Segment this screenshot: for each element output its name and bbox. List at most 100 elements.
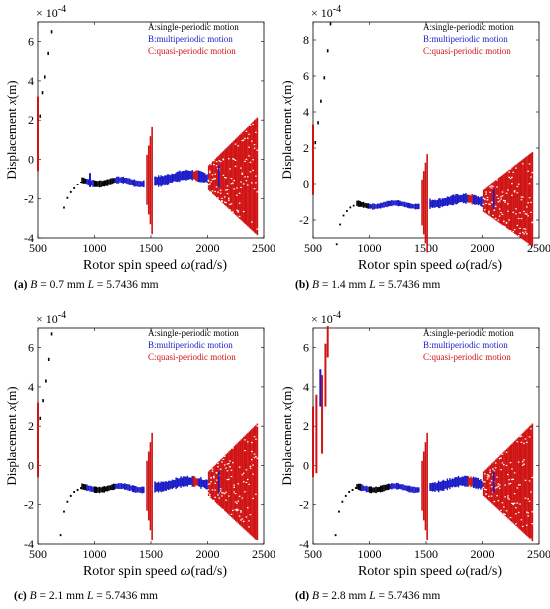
data-gap (214, 496, 217, 498)
data-gap (511, 468, 514, 470)
data-gap (256, 457, 259, 459)
data-gap (225, 499, 228, 501)
data-gap (210, 477, 213, 479)
data-gap (248, 483, 251, 485)
data-gap (214, 482, 217, 484)
data-gap (517, 484, 520, 486)
data-gap (528, 163, 531, 165)
x-tick-label: 1500 (414, 241, 438, 255)
data-gap (502, 506, 505, 508)
data-gap (505, 192, 508, 194)
data-gap (521, 525, 524, 528)
data-gap (497, 201, 500, 203)
data-gap (490, 486, 493, 488)
data-gap (252, 169, 255, 172)
y-tick-label: -4 (299, 537, 309, 551)
data-gap (511, 478, 514, 481)
data-gap (234, 493, 237, 495)
data-gap (221, 197, 224, 200)
data-point (47, 51, 49, 56)
data-point (317, 121, 319, 125)
data-gap (230, 513, 233, 515)
data-gap (515, 208, 518, 210)
x-tick-label: 1000 (358, 547, 382, 561)
legend-item-c: C:quasi-periodic motion (423, 46, 511, 56)
y-tick-label: 2 (303, 141, 309, 155)
legend-item-b: B:multiperiodic motion (148, 34, 233, 44)
data-gap (512, 502, 515, 505)
data-gap (249, 161, 252, 163)
y-axis-label: Displacement x(m) (279, 386, 294, 485)
data-gap (255, 438, 258, 440)
data-gap (517, 511, 520, 514)
x-axis-label: Rotor spin speed ω(rad/s) (358, 258, 502, 273)
data-gap (236, 510, 239, 512)
data-gap (498, 487, 501, 489)
data-gap (217, 197, 220, 199)
data-gap (223, 196, 226, 198)
legend-item-b: B:multiperiodic motion (148, 340, 233, 350)
x-tick-label: 2000 (196, 241, 220, 255)
data-gap (513, 228, 516, 231)
data-gap (249, 171, 252, 173)
data-gap (253, 456, 256, 459)
y-axis-label: Displacement x(m) (4, 80, 19, 179)
data-gap (504, 200, 507, 202)
data-gap (227, 197, 230, 199)
y-tick-label: -2 (24, 498, 34, 512)
data-gap (509, 230, 512, 232)
data-gap (219, 490, 222, 492)
x-tick-label: 500 (29, 241, 47, 255)
data-gap (530, 538, 533, 540)
data-gap (245, 469, 248, 471)
x-tick-label: 2500 (527, 547, 550, 561)
data-gap (512, 503, 515, 506)
data-point (50, 30, 53, 34)
data-gap (488, 476, 491, 478)
data-gap (509, 461, 512, 464)
data-gap (223, 455, 226, 457)
data-gap (490, 201, 493, 203)
data-point (50, 332, 53, 336)
data-gap (483, 473, 486, 475)
data-gap (507, 210, 510, 212)
data-gap (520, 217, 523, 220)
data-gap (509, 516, 512, 519)
data-gap (246, 478, 249, 481)
data-gap (486, 196, 489, 199)
data-point (39, 114, 42, 118)
data-gap (513, 190, 516, 192)
data-gap (526, 441, 529, 443)
y-tick-label: -4 (24, 231, 34, 245)
data-gap (226, 188, 229, 191)
data-gap (244, 449, 247, 452)
data-gap (217, 462, 220, 465)
data-gap (233, 179, 236, 182)
data-point (320, 99, 322, 103)
legend-item-a: A:single-periodic motion (423, 328, 514, 338)
caption-d: (d) B = 2.8 mm L = 5.7436 mm (295, 590, 441, 602)
data-gap (521, 464, 524, 466)
data-gap (517, 183, 520, 185)
data-gap (519, 484, 522, 486)
data-gap (232, 461, 235, 464)
data-gap (246, 176, 249, 178)
data-gap (255, 455, 258, 458)
x-tick-label: 2000 (471, 547, 495, 561)
data-gap (241, 518, 244, 520)
data-gap (213, 159, 216, 162)
data-gap (221, 200, 224, 202)
data-gap (512, 478, 515, 480)
data-gap (511, 194, 514, 196)
data-gap (208, 183, 211, 185)
data-gap (511, 502, 514, 504)
data-gap (222, 158, 225, 160)
data-gap (516, 502, 519, 504)
caption-c: (c) B = 2.1 mm L = 5.7436 mm (14, 590, 158, 602)
caption-a: (a) B = 0.7 mm L = 5.7436 mm (14, 279, 159, 291)
data-gap (530, 211, 533, 213)
data-gap (213, 477, 216, 479)
data-gap (245, 516, 248, 518)
data-gap (501, 191, 504, 193)
